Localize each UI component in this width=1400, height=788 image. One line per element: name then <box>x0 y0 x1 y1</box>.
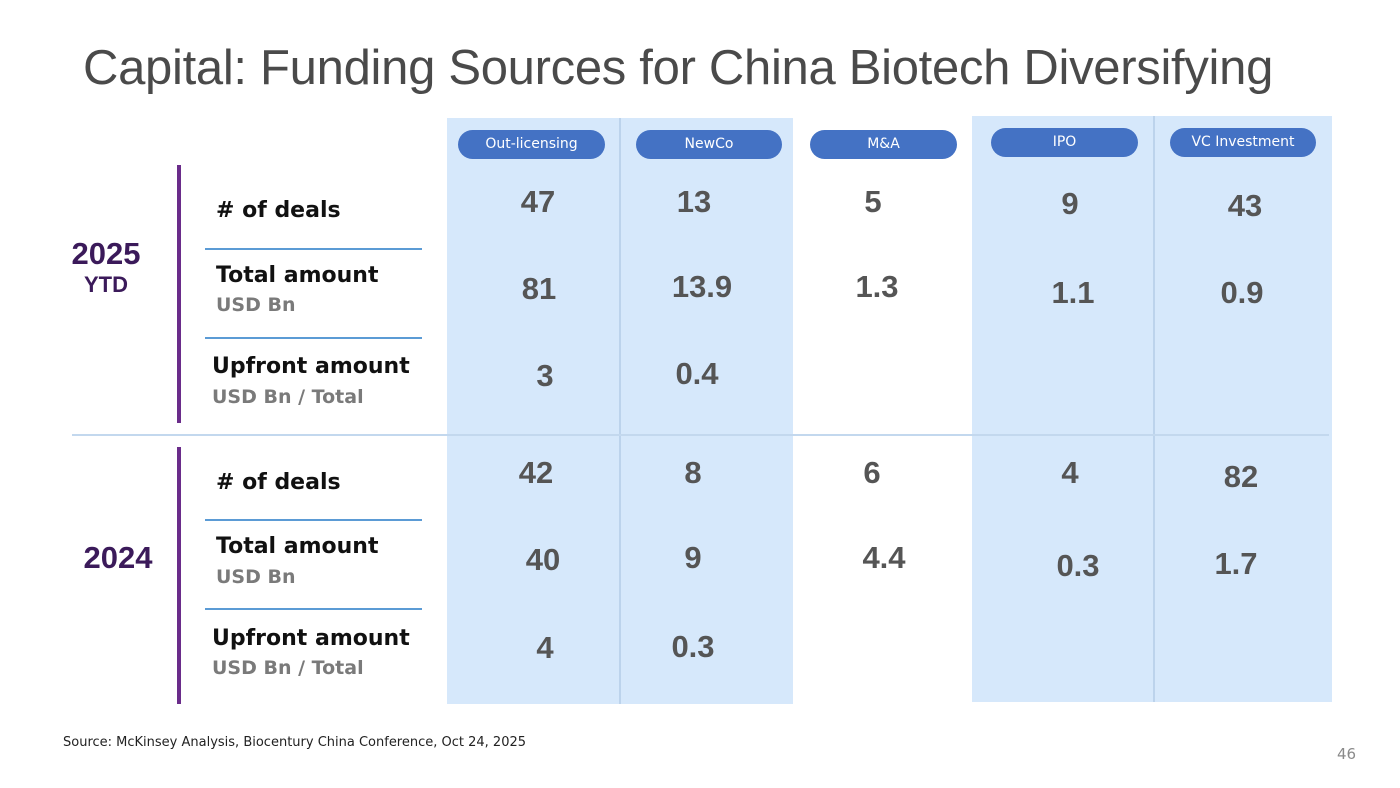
column-header-out-licensing: Out-licensing <box>458 130 605 159</box>
value-2024-deals-newco: 8 <box>684 455 702 490</box>
column-header-ma: M&A <box>810 130 957 159</box>
row-label-total-2024: Total amount <box>216 534 379 559</box>
value-2024-upfront-newco: 0.3 <box>671 629 715 664</box>
value-2024-deals-ipo: 4 <box>1061 455 1079 490</box>
value-2024-deals-vc: 82 <box>1223 459 1259 494</box>
band-divider-left <box>619 118 621 704</box>
value-2024-total-ma: 4.4 <box>862 540 906 575</box>
year-2025-bar <box>177 165 181 423</box>
source-footnote: Source: McKinsey Analysis, Biocentury Ch… <box>63 735 527 750</box>
band-divider-right <box>1153 116 1155 702</box>
value-2025-total-vc: 0.9 <box>1220 275 1264 310</box>
year-separator-line <box>72 434 1329 436</box>
row-divider <box>205 337 422 339</box>
value-2024-total-out-licensing: 40 <box>525 542 561 577</box>
value-2024-upfront-out-licensing: 4 <box>536 630 554 665</box>
year-2024-bar <box>177 447 181 704</box>
value-2024-total-vc: 1.7 <box>1214 546 1258 581</box>
row-sub-total-2024: USD Bn <box>216 566 296 588</box>
row-sub-upfront-2025: USD Bn / Total <box>212 386 364 408</box>
row-sub-upfront-2024: USD Bn / Total <box>212 657 364 679</box>
value-2025-deals-vc: 43 <box>1227 188 1263 223</box>
value-2025-deals-newco: 13 <box>676 184 712 219</box>
slide-title: Capital: Funding Sources for China Biote… <box>83 41 1274 95</box>
row-sub-total-2025: USD Bn <box>216 294 296 316</box>
year-2024-number: 2024 <box>83 540 153 575</box>
row-divider <box>205 608 422 610</box>
year-2025-suffix: YTD <box>84 272 128 297</box>
band-ipo-vc <box>972 116 1332 702</box>
row-divider <box>205 519 422 521</box>
value-2025-upfront-newco: 0.4 <box>675 356 719 391</box>
column-header-ipo: IPO <box>991 128 1138 157</box>
row-divider <box>205 248 422 250</box>
value-2024-total-newco: 9 <box>684 540 702 575</box>
value-2025-total-out-licensing: 81 <box>521 271 557 306</box>
year-2024: 2024 <box>72 540 164 576</box>
row-label-total-2025: Total amount <box>216 263 379 288</box>
value-2025-total-newco: 13.9 <box>671 269 733 304</box>
column-header-vc-investment: VC Investment <box>1170 128 1316 157</box>
year-2025-number: 2025 <box>71 236 141 271</box>
value-2025-deals-ma: 5 <box>864 184 882 219</box>
row-label-upfront-2024: Upfront amount <box>212 626 410 651</box>
value-2024-deals-ma: 6 <box>863 455 881 490</box>
value-2025-upfront-out-licensing: 3 <box>536 358 554 393</box>
value-2024-deals-out-licensing: 42 <box>518 455 554 490</box>
row-label-deals-2024: # of deals <box>216 470 341 495</box>
column-header-newco: NewCo <box>636 130 782 159</box>
value-2025-deals-out-licensing: 47 <box>520 184 556 219</box>
year-2025: 2025 YTD <box>60 236 152 298</box>
page-number: 46 <box>1337 745 1357 763</box>
value-2025-total-ipo: 1.1 <box>1051 275 1095 310</box>
row-label-deals-2025: # of deals <box>216 198 341 223</box>
value-2024-total-ipo: 0.3 <box>1056 548 1100 583</box>
value-2025-deals-ipo: 9 <box>1061 186 1079 221</box>
value-2025-total-ma: 1.3 <box>855 269 899 304</box>
row-label-upfront-2025: Upfront amount <box>212 354 410 379</box>
